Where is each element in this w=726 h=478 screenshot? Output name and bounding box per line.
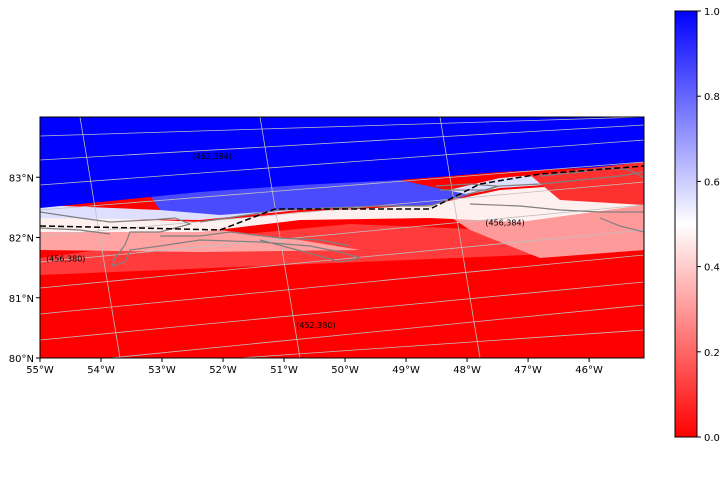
x-tick-label: 52°W xyxy=(209,365,237,376)
colorbar-gradient xyxy=(674,10,698,438)
x-tick-label: 54°W xyxy=(87,365,115,376)
colorbar-ticks: 0.0 0.2 0.4 0.6 0.8 1.0 xyxy=(697,7,720,444)
colorbar-tick-label: 0.4 xyxy=(704,263,720,274)
y-tick-label: 83°N xyxy=(9,173,34,184)
x-tick-label: 48°W xyxy=(453,365,481,376)
y-tick-label: 80°N xyxy=(9,354,34,365)
y-tick-label: 82°N xyxy=(9,234,34,245)
colorbar-tick-label: 0.8 xyxy=(704,92,720,103)
x-tick-label: 47°W xyxy=(514,365,542,376)
x-axis-ticks: 55°W 54°W 53°W 52°W 51°W 50°W 49°W 48°W 47°W 46°W xyxy=(26,358,603,376)
cell-index-label: (462,384) xyxy=(193,152,232,161)
cell-pink-left xyxy=(40,230,360,252)
colorbar: 0.0 0.2 0.4 0.6 0.8 1.0 xyxy=(674,7,720,444)
colorbar-tick-label: 0.2 xyxy=(704,348,720,359)
colorbar-tick-label: 0.0 xyxy=(704,433,720,444)
colorbar-tick-label: 1.0 xyxy=(704,7,720,18)
x-tick-label: 51°W xyxy=(270,365,298,376)
cell-labels: (462,384) (456,380) (456,384) (452,380) xyxy=(46,152,525,330)
map-data-field xyxy=(40,117,644,358)
x-tick-label: 46°W xyxy=(575,365,603,376)
x-tick-label: 50°W xyxy=(331,365,359,376)
boundary-line xyxy=(40,165,644,231)
graticule xyxy=(40,117,644,358)
x-tick-label: 55°W xyxy=(26,365,54,376)
cell-index-label: (456,380) xyxy=(46,255,85,264)
x-tick-label: 49°W xyxy=(392,365,420,376)
y-axis-ticks: 80°N 81°N 82°N 83°N xyxy=(9,173,40,365)
colorbar-tick-label: 0.6 xyxy=(704,177,720,188)
cell-index-label: (452,380) xyxy=(296,321,335,330)
x-tick-label: 53°W xyxy=(148,365,176,376)
cell-index-label: (456,384) xyxy=(485,218,524,227)
y-tick-label: 81°N xyxy=(9,294,34,305)
cell-red-right xyxy=(530,162,644,205)
